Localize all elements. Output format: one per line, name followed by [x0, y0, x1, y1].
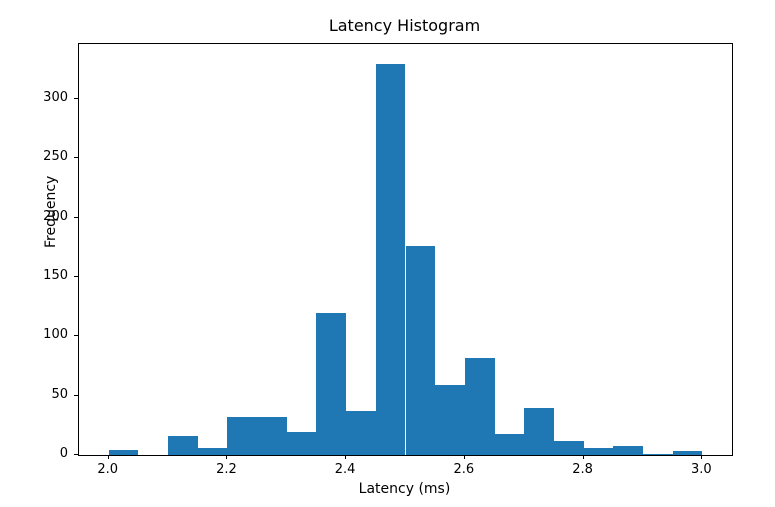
- y-tick-label: 250: [43, 149, 68, 165]
- histogram-bar: [435, 385, 465, 455]
- x-tick-mark: [107, 455, 109, 459]
- histogram-bar: [316, 312, 347, 455]
- y-tick-mark: [74, 454, 78, 455]
- x-tick-label: 3.0: [690, 462, 712, 477]
- x-tick-mark: [345, 455, 347, 459]
- x-tick-mark: [582, 455, 584, 459]
- y-axis-label-text: Frequency: [43, 175, 59, 248]
- y-tick-mark: [74, 335, 78, 337]
- y-tick-mark: [74, 157, 78, 159]
- histogram-bar: [405, 246, 436, 455]
- x-tick-mark: [226, 455, 228, 459]
- x-tick-mark: [701, 455, 703, 459]
- x-axis-label: Latency (ms): [358, 481, 451, 497]
- y-tick-label: 50: [51, 386, 68, 402]
- histogram-bar: [553, 440, 584, 455]
- histogram-bar: [197, 447, 228, 455]
- histogram-bar: [464, 357, 495, 455]
- chart-title: Latency Histogram: [328, 16, 481, 35]
- y-tick-label: 100: [43, 327, 68, 343]
- y-tick-mark: [74, 276, 78, 278]
- x-tick-label: 2.2: [216, 462, 237, 477]
- histogram-bar: [642, 453, 673, 455]
- histogram-bar: [227, 417, 258, 455]
- x-tick-label: 2.4: [334, 462, 356, 477]
- y-tick-label: 0: [59, 446, 68, 461]
- x-tick-label: 2.6: [453, 462, 475, 477]
- histogram-bar: [613, 445, 643, 455]
- y-tick-label: 200: [43, 208, 68, 224]
- x-tick-label: 2.8: [572, 462, 593, 477]
- histogram-bar: [346, 411, 376, 455]
- histogram-bar: [583, 447, 614, 455]
- histogram-bar: [375, 63, 406, 455]
- y-tick-label: 150: [43, 268, 68, 284]
- y-tick-mark: [74, 216, 78, 218]
- y-tick-mark: [74, 394, 78, 396]
- histogram-bar: [257, 417, 287, 455]
- y-tick-label: 300: [43, 90, 68, 106]
- y-tick-mark: [74, 98, 78, 100]
- plot-area: [78, 43, 733, 456]
- histogram-bar: [524, 407, 554, 455]
- x-tick-mark: [463, 455, 465, 459]
- x-tick-label: 2.0: [97, 462, 119, 477]
- histogram-bar: [672, 451, 703, 455]
- histogram-bar: [494, 433, 525, 455]
- histogram-bar: [168, 436, 198, 455]
- histogram-bar: [286, 432, 317, 455]
- histogram-bar: [108, 450, 139, 455]
